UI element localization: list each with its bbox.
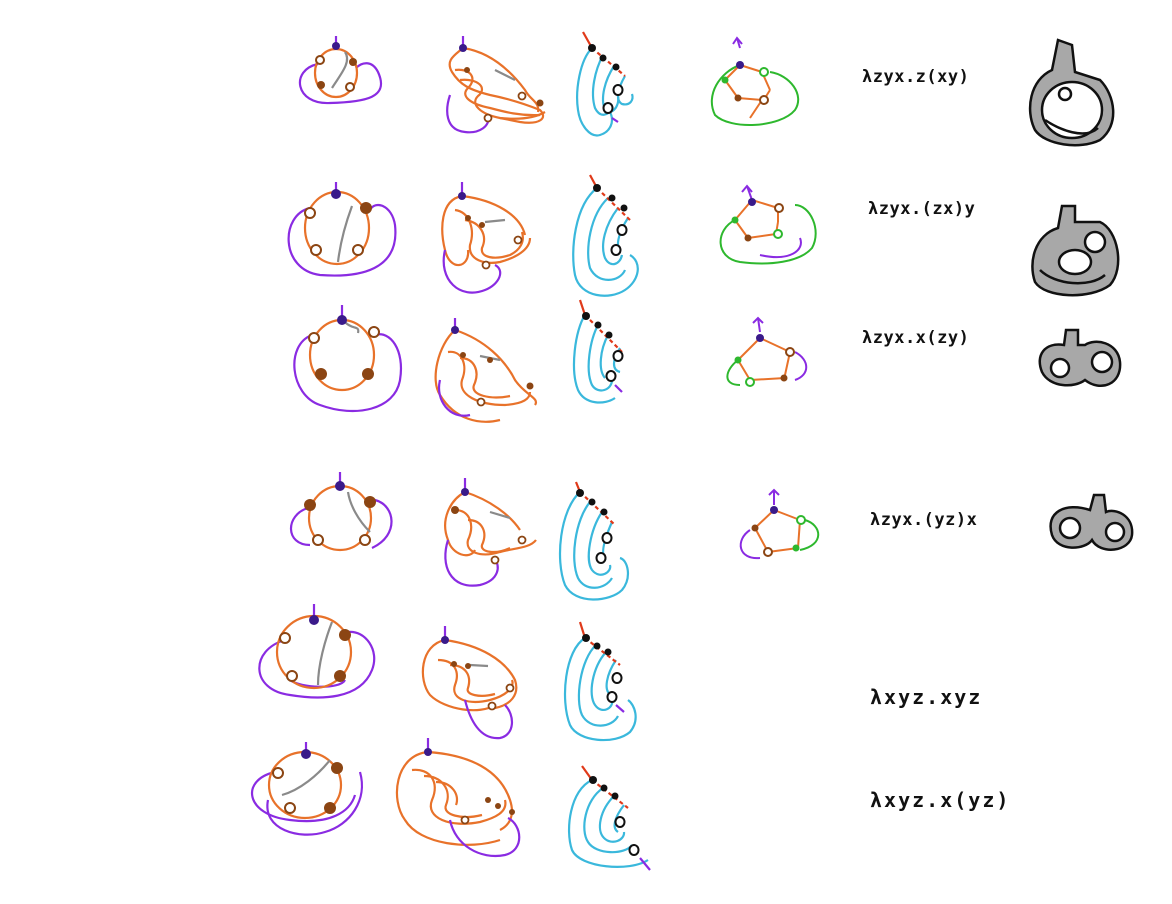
row-1-graph: [712, 38, 798, 125]
row-3-graph: [727, 318, 806, 386]
row-3: [294, 300, 1120, 422]
row-4-orange-loops: [445, 478, 536, 586]
row-1-cyan-strands: [577, 32, 632, 135]
row-1-orange-loops: [447, 36, 545, 132]
term-label-4: λzyx.(yz)x: [870, 510, 978, 530]
row-6: [252, 738, 650, 870]
row-5-circle-diagram: [259, 604, 374, 697]
row-2-graph: [721, 186, 816, 263]
row-2: [289, 175, 1119, 296]
row-2-cyan-strands: [573, 175, 638, 296]
term-label-5: λxyz.xyz: [870, 685, 983, 709]
row-4-circle-diagram: [291, 472, 392, 550]
row-4-surface: [1051, 495, 1133, 550]
gray-chord: [332, 52, 347, 88]
row-4-cyan-strands: [560, 482, 628, 600]
term-label-2: λzyx.(zx)y: [868, 199, 976, 219]
row-3-orange-loops: [436, 318, 536, 422]
term-label-6: λxyz.x(yz): [870, 788, 1011, 812]
row-1: [300, 32, 1113, 145]
row-4-graph: [741, 490, 819, 558]
purple-arc: [300, 63, 381, 103]
row-6-circle-diagram: [252, 742, 362, 835]
term-label-3: λzyx.x(zy): [862, 328, 970, 348]
row-5-orange-loops: [423, 626, 516, 738]
row-6-orange-loops: [397, 738, 519, 856]
term-label-1: λzyx.z(xy): [862, 67, 970, 87]
row-5: [259, 604, 635, 740]
row-4: [291, 472, 1132, 600]
row-3-cyan-strands: [574, 300, 622, 403]
row-1-circle-diagram: [300, 36, 381, 103]
row-2-surface: [1032, 206, 1118, 295]
row-2-circle-diagram: [289, 182, 396, 276]
row-5-cyan-strands: [565, 622, 636, 740]
row-3-surface: [1040, 330, 1120, 386]
row-3-circle-diagram: [294, 305, 401, 411]
row-1-surface: [1030, 40, 1113, 145]
row-2-orange-loops: [442, 182, 530, 293]
row-6-cyan-strands: [569, 766, 650, 870]
